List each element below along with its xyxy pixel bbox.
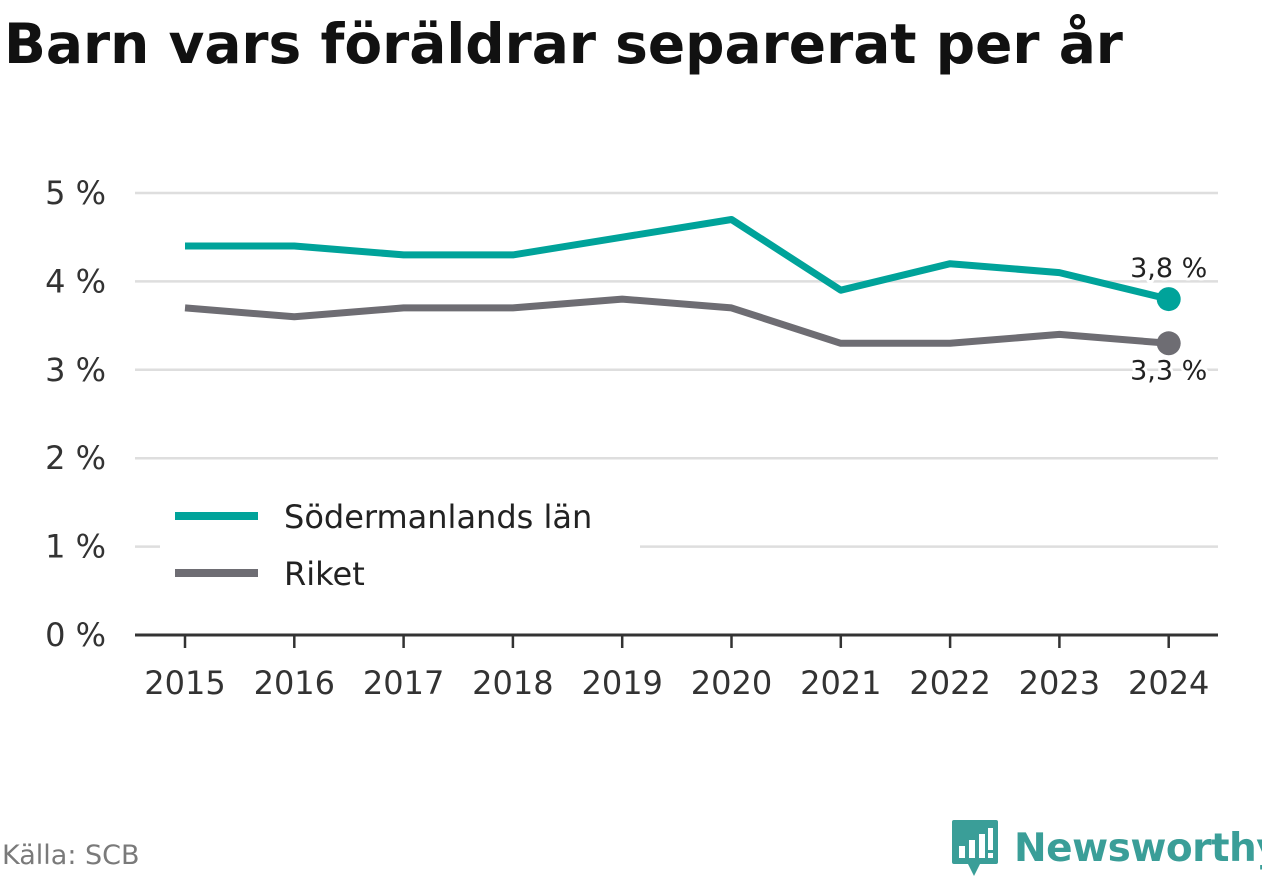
series-line <box>185 216 1170 303</box>
x-tick-label: 2017 <box>363 664 444 702</box>
x-tick-label: 2021 <box>800 664 881 702</box>
brand-name: Newsworthy <box>1014 825 1262 871</box>
y-tick-label: 4 % <box>45 262 106 300</box>
data-point <box>1156 331 1181 356</box>
legend-label: Riket <box>284 555 365 593</box>
data-point <box>1156 287 1181 312</box>
x-tick-label: 2023 <box>1019 664 1100 702</box>
chart-title: Barn vars föräldrar separerat per år <box>4 12 1123 76</box>
y-tick-label: 2 % <box>45 439 106 477</box>
x-tick-label: 2015 <box>144 664 225 702</box>
y-tick-label: 1 % <box>45 528 106 566</box>
y-tick-label: 3 % <box>45 351 106 389</box>
x-tick-label: 2019 <box>581 664 662 702</box>
end-value-label: 3,3 % <box>1130 355 1207 386</box>
y-tick-label: 0 % <box>45 616 106 654</box>
legend-label: Södermanlands län <box>284 498 592 536</box>
x-tick-label: 2016 <box>254 664 335 702</box>
source-note: Källa: SCB <box>2 840 140 871</box>
x-axis-ticks: 2015 2016 2017 2018 2019 2020 2021 2022 2023 2024 <box>144 635 1209 702</box>
end-value-labels: 3,8 % 3,3 % <box>1127 250 1210 389</box>
series-lines <box>184 216 1181 356</box>
x-tick-label: 2024 <box>1128 664 1209 702</box>
series-line <box>184 295 1169 347</box>
legend-background <box>160 486 640 604</box>
x-tick-label: 2022 <box>909 664 990 702</box>
y-axis-tick-labels: 0 % 1 % 2 % 3 % 4 % 5 % <box>45 174 106 654</box>
bar-chart-speech-bubble-icon <box>952 820 998 876</box>
x-tick-label: 2018 <box>472 664 553 702</box>
y-tick-label: 5 % <box>45 174 106 212</box>
legend: Södermanlands län Riket <box>160 486 640 604</box>
end-value-label: 3,8 % <box>1130 253 1207 284</box>
x-tick-label: 2020 <box>691 664 772 702</box>
brand-logo: Newsworthy <box>950 818 1262 878</box>
